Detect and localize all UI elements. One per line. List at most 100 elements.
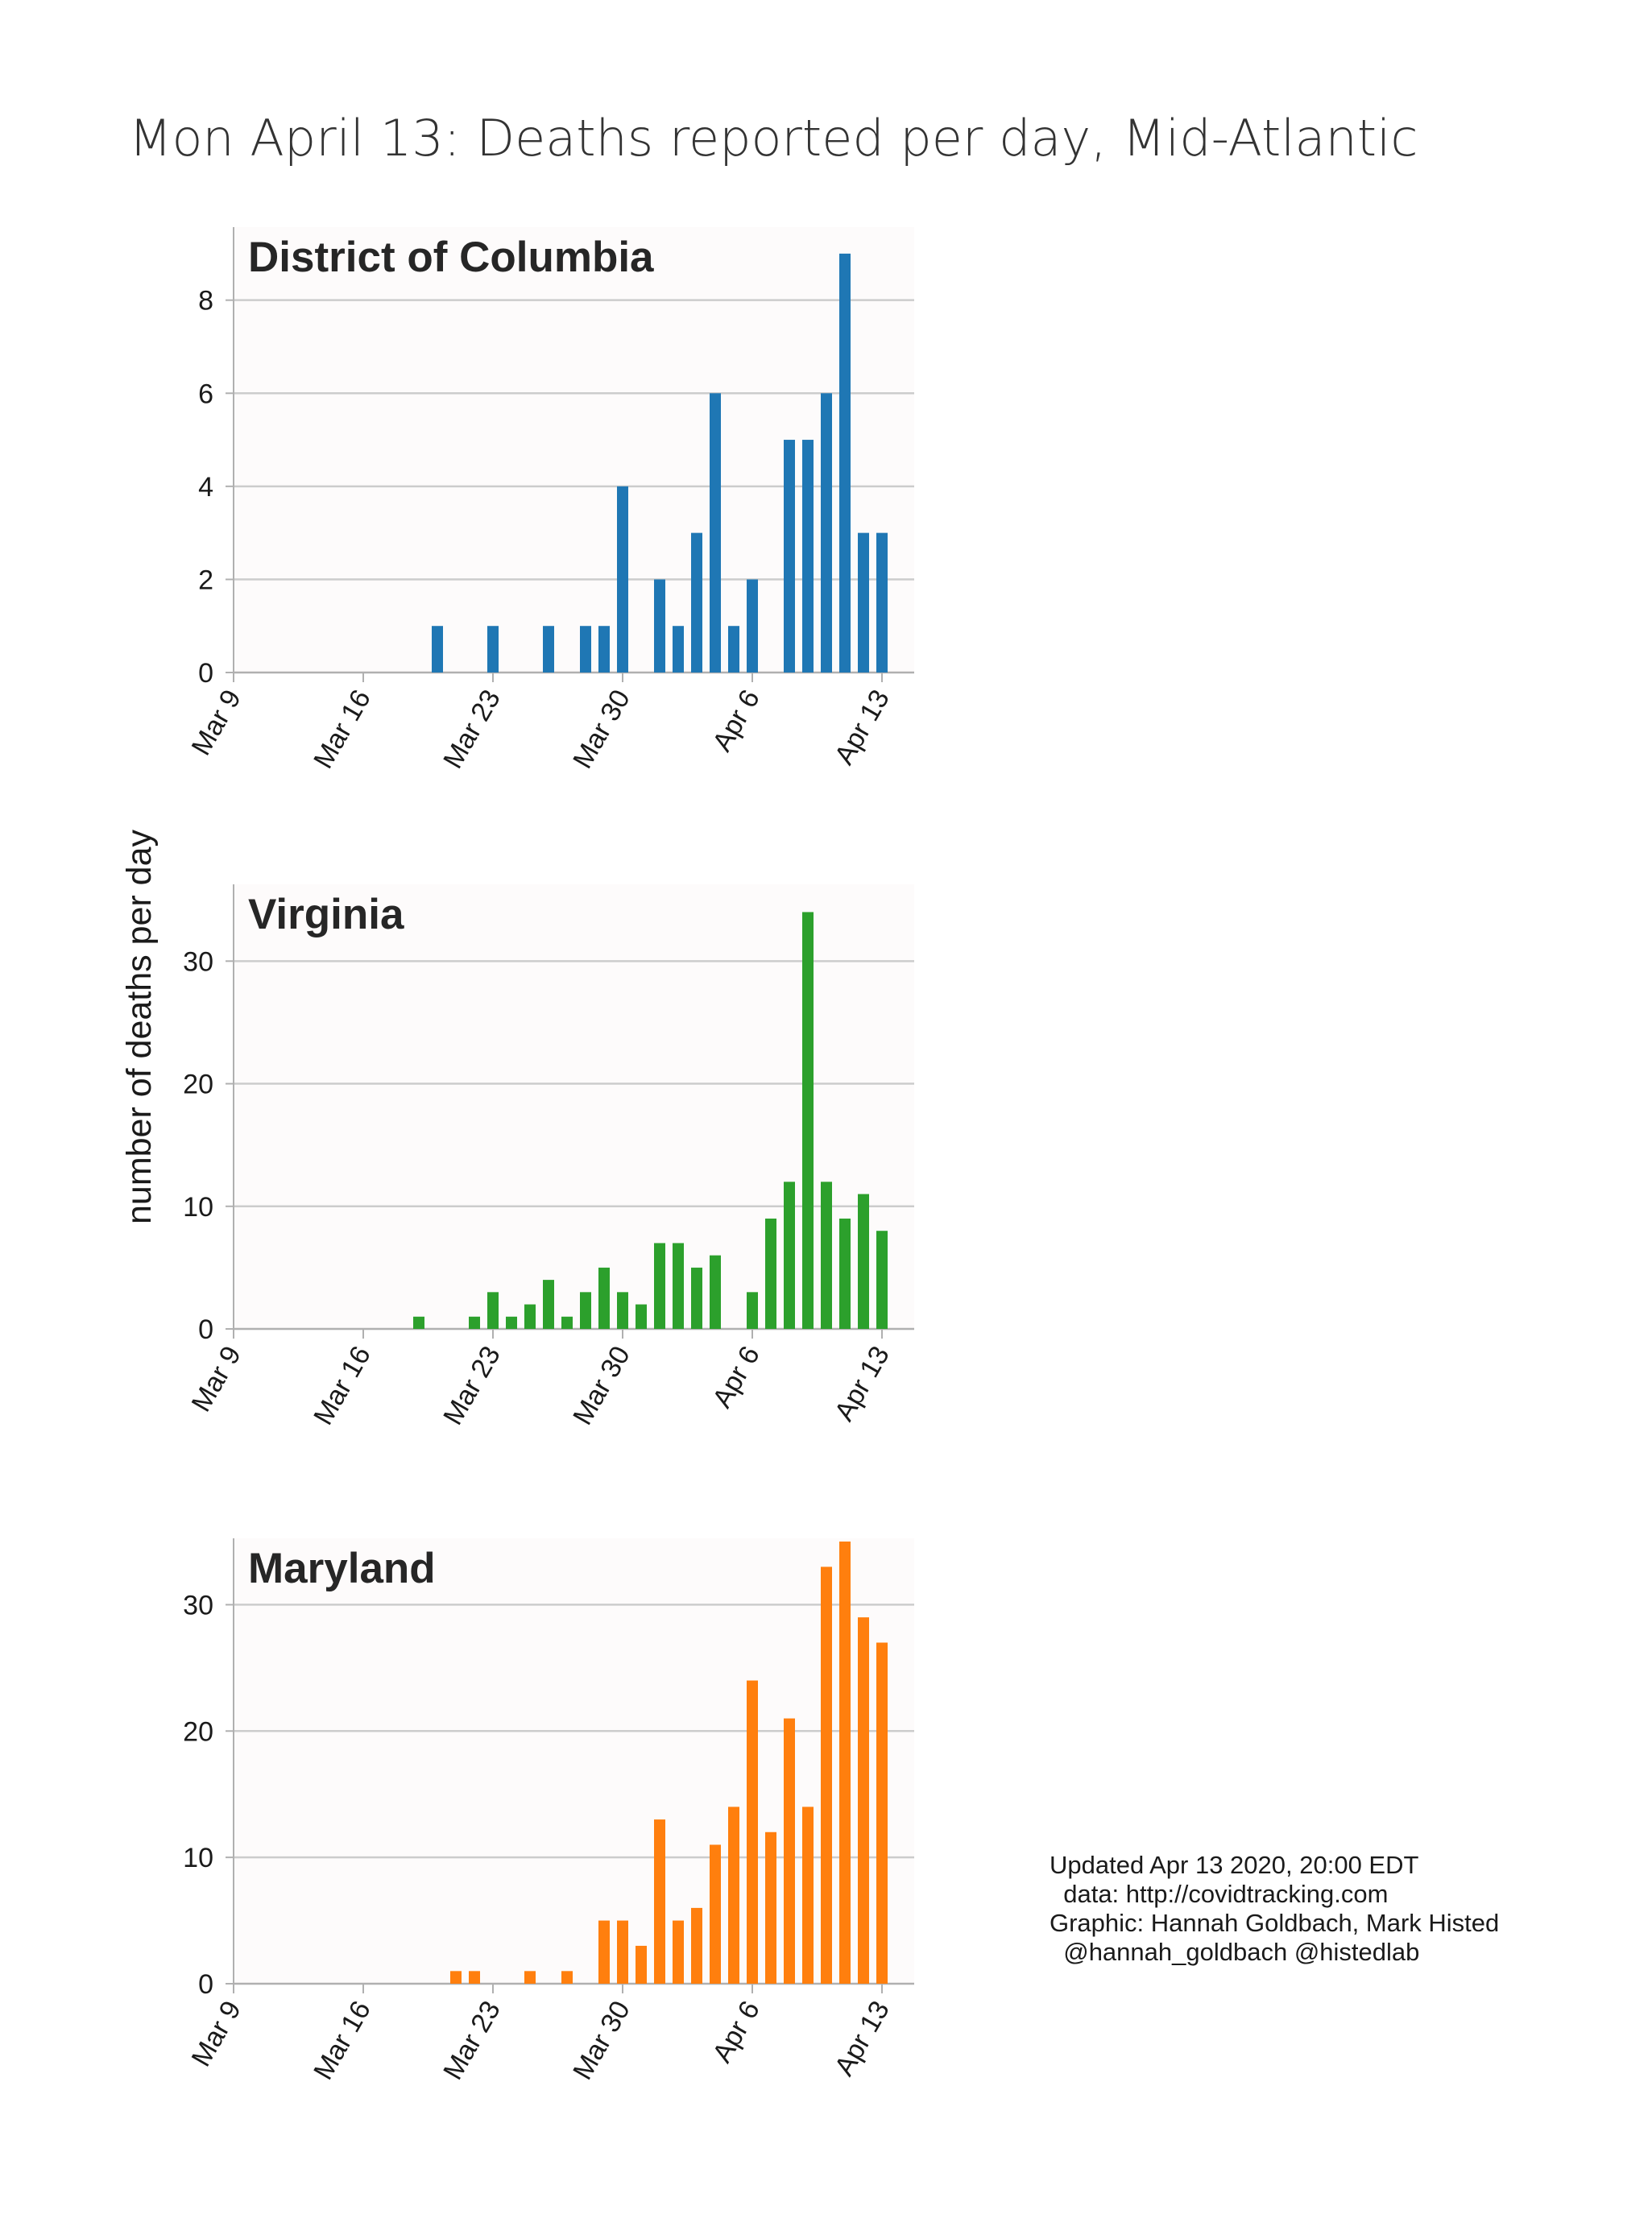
- bar: [765, 1219, 776, 1329]
- bar: [524, 1304, 536, 1329]
- y-tick-label: 10: [183, 1843, 213, 1873]
- bar: [524, 1971, 536, 1984]
- bar: [710, 1844, 721, 1984]
- y-tick-label: 0: [198, 1314, 213, 1345]
- bar: [673, 1920, 684, 1984]
- bar: [487, 1292, 499, 1329]
- bar: [821, 1182, 832, 1329]
- y-axis-label: number of deaths per day: [120, 829, 159, 1224]
- panel-title: Maryland: [248, 1545, 436, 1592]
- bar: [673, 1243, 684, 1329]
- credits-graphic: Graphic: Hannah Goldbach, Mark Histed: [1050, 1909, 1500, 1937]
- bar: [543, 626, 554, 673]
- bar: [839, 253, 851, 673]
- bar: [691, 1907, 702, 1984]
- panel-dc: 0 2 4 6 8 Mar 9 Mar 16 Mar 23 Mar 30 Apr 6 Apr 13 D…: [186, 227, 914, 774]
- bar: [450, 1971, 462, 1984]
- bar: [691, 532, 702, 673]
- x-tick-label: Mar 16: [308, 1341, 377, 1430]
- credits-handles: @hannah_goldbach @histedlab: [1050, 1938, 1420, 1966]
- y-tick-label: 8: [198, 286, 213, 317]
- figure-title: Mon April 13: Deaths reported per day, M…: [129, 109, 1418, 168]
- bar: [784, 1718, 795, 1984]
- x-tick-label: Apr 6: [706, 1341, 766, 1413]
- bar: [728, 1807, 739, 1984]
- bar: [802, 440, 814, 673]
- panel-title: Virginia: [248, 891, 404, 938]
- bar: [654, 579, 665, 673]
- bar: [673, 626, 684, 673]
- bar: [858, 1617, 869, 1984]
- bar: [487, 626, 499, 673]
- credits-data-source: data: http://covidtracking.com: [1050, 1880, 1389, 1908]
- bar: [561, 1316, 573, 1329]
- x-tick-label: Mar 16: [308, 685, 377, 774]
- credits-block: Updated Apr 13 2020, 20:00 EDT data: htt…: [1050, 1851, 1499, 1967]
- bar: [413, 1316, 424, 1329]
- bar: [636, 1945, 647, 1984]
- plot-background: [234, 1538, 914, 1984]
- x-tick-label: Mar 30: [567, 1341, 636, 1430]
- panel-virginia: 0 10 20 30 Mar 9 Mar 16 Mar 23 Mar 30 Apr 6 Apr 1…: [183, 884, 914, 1430]
- bar: [876, 1231, 888, 1329]
- bar: [765, 1831, 776, 1984]
- x-tick-label: Mar 23: [437, 1996, 507, 2085]
- bar: [617, 1292, 628, 1329]
- bar: [876, 1642, 888, 1984]
- bar: [710, 393, 721, 673]
- bar: [506, 1316, 517, 1329]
- x-tick-label: Mar 30: [567, 685, 636, 774]
- bar: [469, 1316, 480, 1329]
- x-tick-label: Mar 23: [437, 1341, 507, 1430]
- x-tick-label: Apr 13: [829, 685, 896, 770]
- bar: [784, 1182, 795, 1329]
- x-tick-label: Mar 9: [186, 1996, 247, 2072]
- bar: [561, 1971, 573, 1984]
- bar: [858, 532, 869, 673]
- x-tick-label: Apr 6: [706, 685, 766, 756]
- x-tick-label: Apr 6: [706, 1996, 766, 2067]
- y-tick-label: 4: [198, 472, 213, 503]
- bar: [654, 1819, 665, 1984]
- bar: [821, 393, 832, 673]
- y-tick-label: 30: [183, 1590, 213, 1620]
- plot-background: [234, 227, 914, 673]
- bar: [802, 912, 814, 1329]
- y-tick-label: 0: [198, 1969, 213, 2000]
- y-tick-label: 2: [198, 565, 213, 595]
- bar: [747, 579, 758, 673]
- credits-updated: Updated Apr 13 2020, 20:00 EDT: [1050, 1851, 1419, 1879]
- x-tick-label: Apr 13: [829, 1341, 896, 1426]
- bar: [747, 1680, 758, 1984]
- x-tick-label: Mar 9: [186, 685, 247, 760]
- bar: [580, 626, 591, 673]
- bar: [580, 1292, 591, 1329]
- bar: [654, 1243, 665, 1329]
- bar: [710, 1255, 721, 1329]
- panel-title: District of Columbia: [248, 234, 654, 281]
- bar: [858, 1194, 869, 1329]
- y-tick-label: 30: [183, 946, 213, 977]
- y-tick-label: 20: [183, 1716, 213, 1747]
- bar: [839, 1219, 851, 1329]
- bar: [636, 1304, 647, 1329]
- bar: [543, 1280, 554, 1329]
- bar: [821, 1567, 832, 1984]
- x-tick-label: Mar 9: [186, 1341, 247, 1417]
- bar: [469, 1971, 480, 1984]
- bar: [802, 1807, 814, 1984]
- panel-maryland: 0 10 20 30 Mar 9 Mar 16 Mar 23 Mar 30 Apr 6 Apr 1…: [183, 1538, 914, 2085]
- bar: [598, 1267, 610, 1329]
- bar: [747, 1292, 758, 1329]
- bar: [784, 440, 795, 673]
- bar: [598, 1920, 610, 1984]
- x-tick-label: Mar 16: [308, 1996, 377, 2085]
- x-tick-label: Mar 23: [437, 685, 507, 774]
- bar: [432, 626, 443, 673]
- y-tick-label: 10: [183, 1192, 213, 1223]
- x-tick-label: Mar 30: [567, 1996, 636, 2085]
- bar: [617, 486, 628, 673]
- bar: [728, 626, 739, 673]
- y-tick-label: 0: [198, 658, 213, 689]
